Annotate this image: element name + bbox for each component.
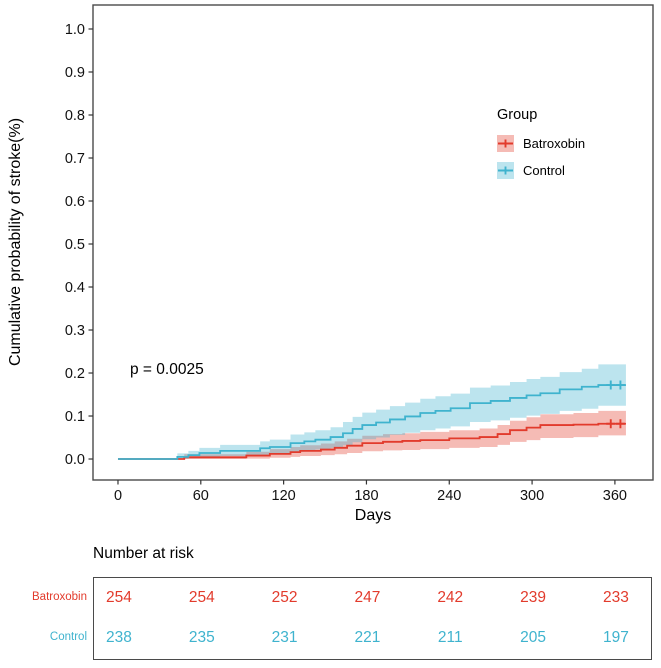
legend-label-control: Control	[523, 163, 565, 178]
risk-table: 254 254 252 247 242 239 233 238 235 231 221 211 205 1…	[93, 577, 652, 660]
x-tick-label: 360	[603, 488, 627, 504]
legend-label-batroxobin: Batroxobin	[523, 136, 586, 151]
legend: Group Batroxobin Control	[497, 107, 585, 184]
risk-value: 231	[271, 629, 298, 646]
risk-value: 235	[188, 629, 215, 646]
y-tick-label: 0.9	[65, 65, 85, 81]
km-chart: 0 60 120 180 240 300 360 0.0 0.1 0.2 0.3 0.4 0.5 0.6 0…	[65, 4, 654, 504]
x-axis-title: Days	[354, 507, 392, 524]
y-tick-label: 0.6	[65, 194, 85, 210]
y-tick-label: 0.5	[65, 237, 85, 253]
legend-entry-batroxobin: Batroxobin	[497, 130, 585, 157]
risk-value: 254	[188, 589, 215, 606]
risk-value: 233	[602, 589, 629, 606]
y-axis-title: Cumulative probability of stroke(%)	[7, 117, 24, 367]
y-tick-label: 0.7	[65, 151, 85, 167]
x-tick-label: 240	[437, 488, 461, 504]
censor-mark-control	[606, 380, 616, 390]
censor-mark-control	[615, 380, 625, 390]
risk-value: 239	[520, 589, 547, 606]
risk-value: 247	[354, 589, 381, 606]
x-tick-label: 180	[354, 488, 378, 504]
y-tick-label: 1.0	[65, 22, 85, 38]
censor-mark-batroxobin	[615, 419, 625, 429]
panel-border	[92, 4, 654, 481]
risk-value: 211	[437, 629, 463, 646]
y-tick-label: 0.3	[65, 323, 85, 339]
y-tick-label: 0.0	[65, 452, 85, 468]
legend-entry-control: Control	[497, 157, 585, 184]
survival-line-batroxobin	[117, 422, 626, 460]
x-tick-label: 60	[193, 488, 209, 504]
risk-value: 242	[437, 589, 464, 606]
risk-value: 254	[106, 589, 132, 606]
y-tick-label: 0.8	[65, 108, 85, 124]
legend-title: Group	[497, 107, 538, 123]
risk-value: 221	[354, 629, 381, 646]
risk-row-label-batroxobin: Batroxobin	[32, 591, 87, 603]
legend-key-control-icon	[497, 162, 514, 179]
x-tick-label: 300	[520, 488, 544, 504]
y-tick-label: 0.2	[65, 366, 85, 382]
p-value-annotation: p = 0.0025	[130, 361, 204, 378]
y-tick-label: 0.1	[65, 409, 85, 425]
confidence-band-batroxobin	[184, 410, 626, 460]
survival-line-control	[117, 384, 626, 460]
y-tick-label: 0.4	[65, 280, 85, 296]
confidence-band-control	[177, 364, 626, 459]
risk-value: 238	[106, 629, 132, 646]
risk-value: 197	[602, 629, 629, 646]
risk-row-label-control: Control	[49, 631, 87, 643]
x-tick-label: 0	[114, 488, 122, 504]
risk-value: 205	[520, 629, 547, 646]
risk-table-title: Number at risk	[93, 545, 194, 562]
x-tick-label: 120	[272, 488, 296, 504]
legend-key-batroxobin-icon	[497, 135, 514, 152]
censor-mark-batroxobin	[606, 419, 616, 429]
risk-value: 252	[271, 589, 298, 606]
